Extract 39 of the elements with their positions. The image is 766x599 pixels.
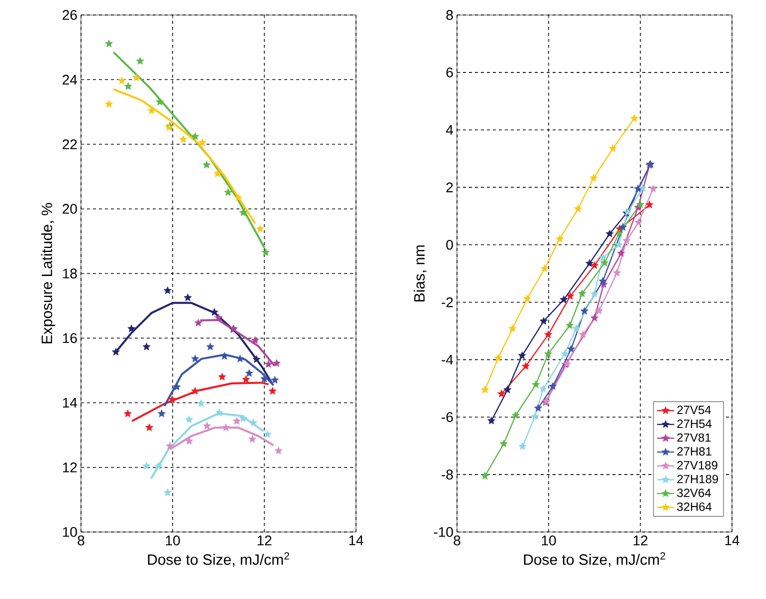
x-tick-label: 8 bbox=[454, 536, 460, 546]
y-tick-label: 14 bbox=[63, 398, 78, 408]
legend-label: 27H81 bbox=[677, 447, 712, 456]
y-axis-title: Bias, nm bbox=[414, 245, 426, 302]
y-tick-label: 18 bbox=[63, 268, 77, 278]
legend-label: 27V81 bbox=[677, 433, 711, 442]
y-tick-label: 20 bbox=[62, 204, 77, 214]
y-tick-label: 12 bbox=[63, 462, 77, 472]
x-tick-label: 12 bbox=[258, 536, 272, 546]
y-tick-label: -8 bbox=[442, 470, 453, 480]
x-tick-label: 10 bbox=[542, 536, 556, 546]
y-tick-label: 16 bbox=[63, 333, 77, 344]
x-tick-label: 14 bbox=[725, 536, 740, 546]
y-tick-label: -2 bbox=[442, 297, 453, 308]
legend-label: 32V64 bbox=[677, 488, 711, 498]
y-tick-label: -6 bbox=[442, 412, 453, 422]
y-tick-label: 22 bbox=[62, 139, 77, 150]
x-axis-title: Dose to Size, mJ/cm$^{2}$ bbox=[524, 552, 666, 567]
y-tick-label: 6 bbox=[446, 67, 453, 78]
x-tick-label: 12 bbox=[634, 536, 648, 546]
legend-label: 27H54 bbox=[677, 420, 712, 428]
y-tick-label: 24 bbox=[62, 74, 78, 84]
x-tick-label: 14 bbox=[349, 536, 364, 546]
y-tick-label: -10 bbox=[434, 527, 453, 537]
legend-label: 27V189 bbox=[677, 460, 718, 470]
x-tick-label: 8 bbox=[78, 536, 84, 546]
y-axis-title: Exposure Latitude, % bbox=[41, 203, 56, 344]
y-tick-label: -4 bbox=[442, 354, 454, 364]
y-tick-label: 4 bbox=[446, 125, 454, 135]
legend-label: 32H64 bbox=[677, 502, 712, 511]
y-tick-label: 26 bbox=[62, 10, 77, 20]
y-tick-label: 10 bbox=[63, 527, 77, 537]
x-tick-label: 10 bbox=[166, 536, 180, 546]
y-tick-label: 0 bbox=[446, 240, 453, 250]
y-tick-label: 2 bbox=[446, 182, 453, 192]
x-axis-title: Dose to Size, mJ/cm$^{2}$ bbox=[148, 552, 290, 567]
y-tick-label: 8 bbox=[446, 10, 453, 20]
legend-label: 27V54 bbox=[677, 406, 711, 414]
legend-label: 27H189 bbox=[677, 474, 718, 484]
